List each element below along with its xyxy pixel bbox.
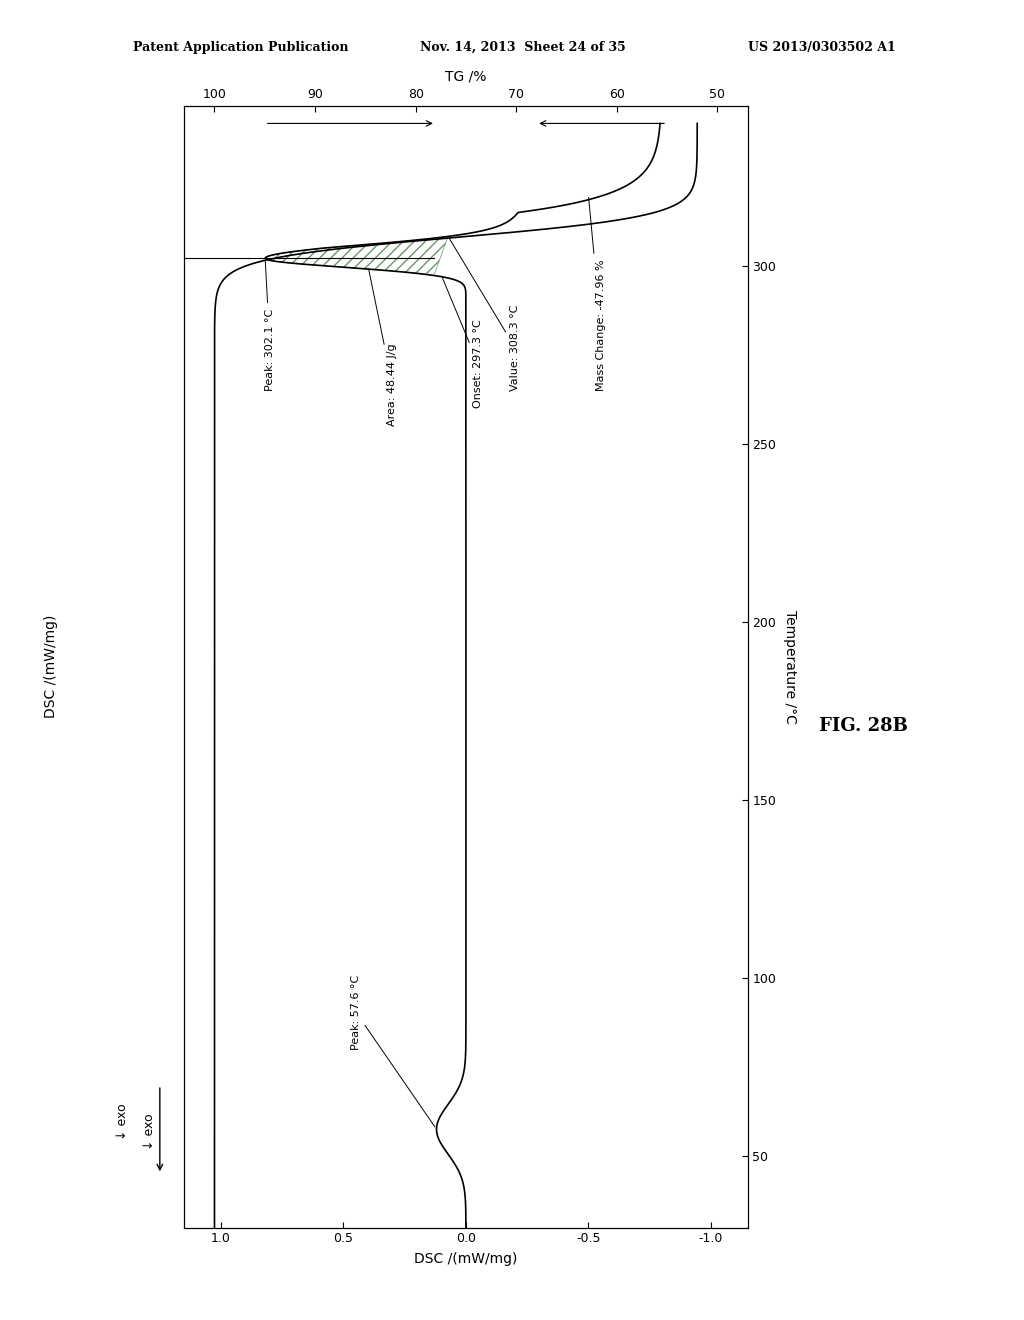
Text: US 2013/0303502 A1: US 2013/0303502 A1 bbox=[748, 41, 895, 54]
Text: Value: 308.3 °C: Value: 308.3 °C bbox=[450, 239, 520, 391]
Text: Nov. 14, 2013  Sheet 24 of 35: Nov. 14, 2013 Sheet 24 of 35 bbox=[420, 41, 626, 54]
Text: FIG. 28B: FIG. 28B bbox=[819, 717, 908, 735]
Text: Mass Change: -47.96 %: Mass Change: -47.96 % bbox=[589, 198, 605, 391]
Text: Peak: 302.1 °C: Peak: 302.1 °C bbox=[265, 261, 275, 391]
Text: Patent Application Publication: Patent Application Publication bbox=[133, 41, 348, 54]
Text: Peak: 57.6 °C: Peak: 57.6 °C bbox=[351, 974, 435, 1127]
Text: Onset: 297.3 °C: Onset: 297.3 °C bbox=[442, 279, 483, 408]
Y-axis label: Temperature /°C: Temperature /°C bbox=[783, 610, 797, 723]
Text: ↓ exo: ↓ exo bbox=[117, 1104, 129, 1140]
X-axis label: TG /%: TG /% bbox=[445, 70, 486, 83]
Text: Area: 48.44 J/g: Area: 48.44 J/g bbox=[369, 268, 397, 426]
X-axis label: DSC /(mW/mg): DSC /(mW/mg) bbox=[415, 1253, 517, 1266]
Text: DSC /(mW/mg): DSC /(mW/mg) bbox=[44, 615, 58, 718]
Text: ↓ exo: ↓ exo bbox=[142, 1113, 156, 1150]
